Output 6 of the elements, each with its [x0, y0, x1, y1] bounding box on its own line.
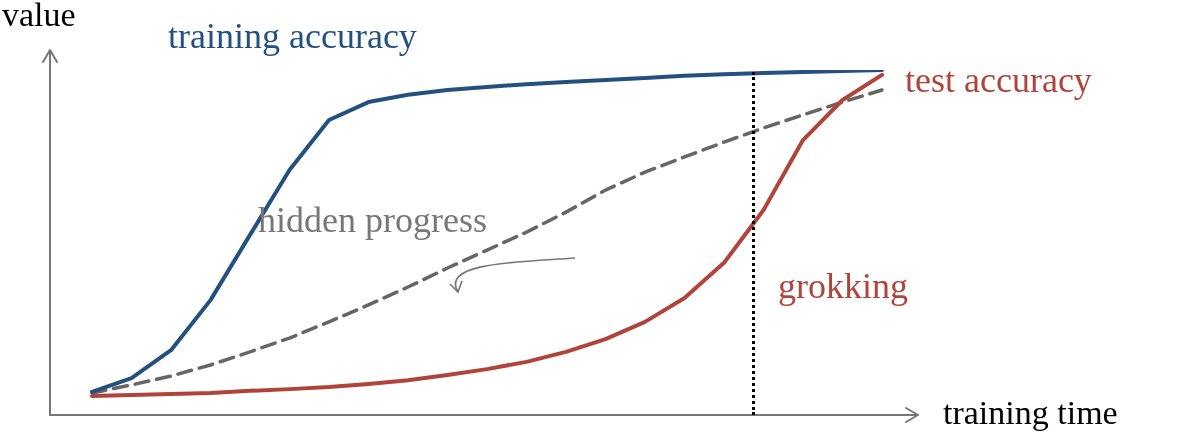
- annotation: grokking: [778, 266, 908, 306]
- series-label: hidden progress: [258, 200, 487, 240]
- series-label: test accuracy: [905, 60, 1092, 100]
- series-label: training accuracy: [168, 16, 417, 56]
- x-axis-title: training time: [943, 394, 1118, 431]
- y-axis-title: value: [2, 0, 76, 33]
